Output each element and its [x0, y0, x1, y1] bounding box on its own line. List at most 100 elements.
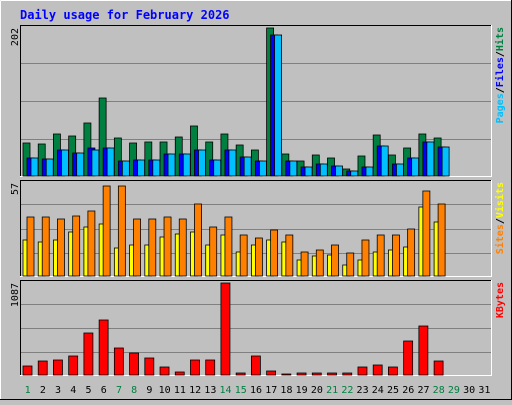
- legend-separator: /: [495, 51, 506, 57]
- x-tick-label-day-26: 26: [402, 385, 414, 396]
- x-tick-label-day-21: 21: [326, 385, 338, 396]
- legend-separator: /: [495, 218, 506, 224]
- x-tick-label-day-14: 14: [220, 385, 232, 396]
- bar-sites-day-25: [392, 234, 400, 277]
- x-tick-label-day-22: 22: [341, 385, 353, 396]
- bar-sites-day-5: [87, 210, 96, 277]
- bar-kbytes-day-5: [83, 332, 94, 376]
- bar-pages-day-15: [243, 156, 252, 177]
- bar-sites-day-24: [376, 234, 385, 277]
- x-tick-label-day-13: 13: [204, 385, 216, 396]
- bar-kbytes-day-7: [113, 347, 124, 376]
- legend-entry-pages: Pages: [495, 93, 506, 123]
- side-legend-kbytes: KBytes: [495, 282, 506, 318]
- bar-sites-day-7: [117, 185, 126, 277]
- bar-pages-day-11: [182, 153, 191, 177]
- bar-pages-day-5: [91, 149, 100, 177]
- x-tick-label-day-28: 28: [433, 385, 445, 396]
- bar-kbytes-day-11: [174, 371, 185, 376]
- bar-kbytes-day-1: [22, 365, 33, 376]
- side-legend-visits-sites: Sites/Visits: [494, 182, 506, 254]
- bar-pages-day-3: [61, 149, 69, 177]
- bar-pages-day-21: [335, 165, 343, 177]
- bar-pages-day-25: [396, 163, 404, 177]
- bar-sites-day-26: [407, 228, 416, 277]
- bar-pages-day-20: [319, 163, 328, 177]
- bar-pages-day-4: [76, 152, 85, 177]
- bar-sites-day-17: [270, 229, 279, 277]
- x-tick-label-day-30: 30: [463, 385, 475, 396]
- bar-pages-day-12: [198, 149, 206, 177]
- bar-sites-day-10: [163, 216, 172, 277]
- x-tick-label-day-1: 1: [25, 385, 31, 396]
- bar-pages-day-6: [106, 147, 115, 177]
- bar-kbytes-day-2: [37, 360, 48, 376]
- bar-kbytes-day-20: [311, 372, 322, 376]
- bar-kbytes-day-6: [98, 319, 109, 376]
- x-tick-label-day-5: 5: [86, 385, 92, 396]
- bar-kbytes-day-27: [418, 325, 429, 376]
- x-tick-label-day-10: 10: [159, 385, 171, 396]
- x-tick-label-day-4: 4: [70, 385, 76, 396]
- x-tick-label-day-11: 11: [174, 385, 186, 396]
- bar-kbytes-day-16: [250, 355, 261, 376]
- bar-kbytes-day-19: [296, 372, 307, 376]
- bar-kbytes-day-24: [372, 364, 383, 376]
- bar-pages-day-19: [304, 166, 313, 177]
- bar-kbytes-day-3: [53, 359, 63, 376]
- legend-entry-hits: Hits: [494, 27, 506, 51]
- legend-entry-kbytes: KBytes: [495, 282, 506, 318]
- bar-sites-day-28: [437, 203, 446, 277]
- bar-sites-day-9: [148, 218, 157, 277]
- bar-kbytes-day-25: [388, 366, 398, 376]
- x-tick-label-day-25: 25: [387, 385, 399, 396]
- bar-pages-day-2: [45, 158, 54, 177]
- bar-pages-day-13: [213, 159, 222, 177]
- bar-hits-day-6: [98, 97, 107, 177]
- bar-pages-day-27: [426, 141, 435, 177]
- x-tick-label-day-2: 2: [40, 385, 46, 396]
- bar-kbytes-day-9: [144, 357, 155, 376]
- bar-sites-day-19: [300, 251, 309, 277]
- x-tick-label-day-23: 23: [357, 385, 369, 396]
- bar-kbytes-day-22: [342, 372, 353, 376]
- bar-sites-day-11: [178, 218, 187, 277]
- bar-hits-day-9: [144, 141, 153, 177]
- bar-kbytes-day-12: [190, 359, 200, 376]
- bar-pages-day-23: [365, 166, 374, 177]
- bar-sites-day-20: [315, 249, 324, 277]
- x-tick-label-day-8: 8: [131, 385, 137, 396]
- bar-sites-day-21: [331, 244, 339, 277]
- y-max-label-visits-sites: 57: [10, 183, 21, 195]
- x-tick-label-day-16: 16: [250, 385, 262, 396]
- x-tick-label-day-31: 31: [478, 385, 490, 396]
- bar-pages-day-26: [411, 157, 420, 177]
- x-tick-label-day-19: 19: [296, 385, 308, 396]
- bar-pages-day-14: [228, 149, 237, 177]
- bar-sites-day-12: [194, 203, 202, 277]
- x-tick-label-day-27: 27: [417, 385, 429, 396]
- bar-sites-day-2: [41, 216, 50, 277]
- bar-pages-day-7: [121, 160, 130, 177]
- bar-kbytes-day-15: [235, 372, 246, 376]
- bar-sites-day-13: [209, 226, 218, 277]
- bar-sites-day-8: [133, 218, 141, 277]
- bar-pages-day-9: [152, 159, 161, 177]
- legend-entry-files: Files: [494, 57, 506, 87]
- bar-sites-day-4: [72, 215, 81, 277]
- bar-kbytes-day-14: [220, 282, 231, 376]
- bar-hits-day-23: [357, 155, 366, 177]
- bar-kbytes-day-17: [266, 370, 277, 376]
- bar-pages-day-10: [167, 153, 176, 177]
- bar-sites-day-15: [239, 234, 248, 277]
- bar-pages-day-28: [441, 146, 450, 177]
- x-tick-label-day-3: 3: [55, 385, 61, 396]
- x-tick-label-day-15: 15: [235, 385, 247, 396]
- bar-pages-day-22: [350, 170, 359, 177]
- bar-sites-day-3: [57, 218, 65, 277]
- legend-entry-sites: Sites: [494, 224, 506, 254]
- bar-sites-day-16: [254, 237, 263, 277]
- bar-kbytes-day-18: [281, 373, 292, 376]
- side-legend-hits-files-pages: Pages/Files/Hits: [494, 27, 506, 123]
